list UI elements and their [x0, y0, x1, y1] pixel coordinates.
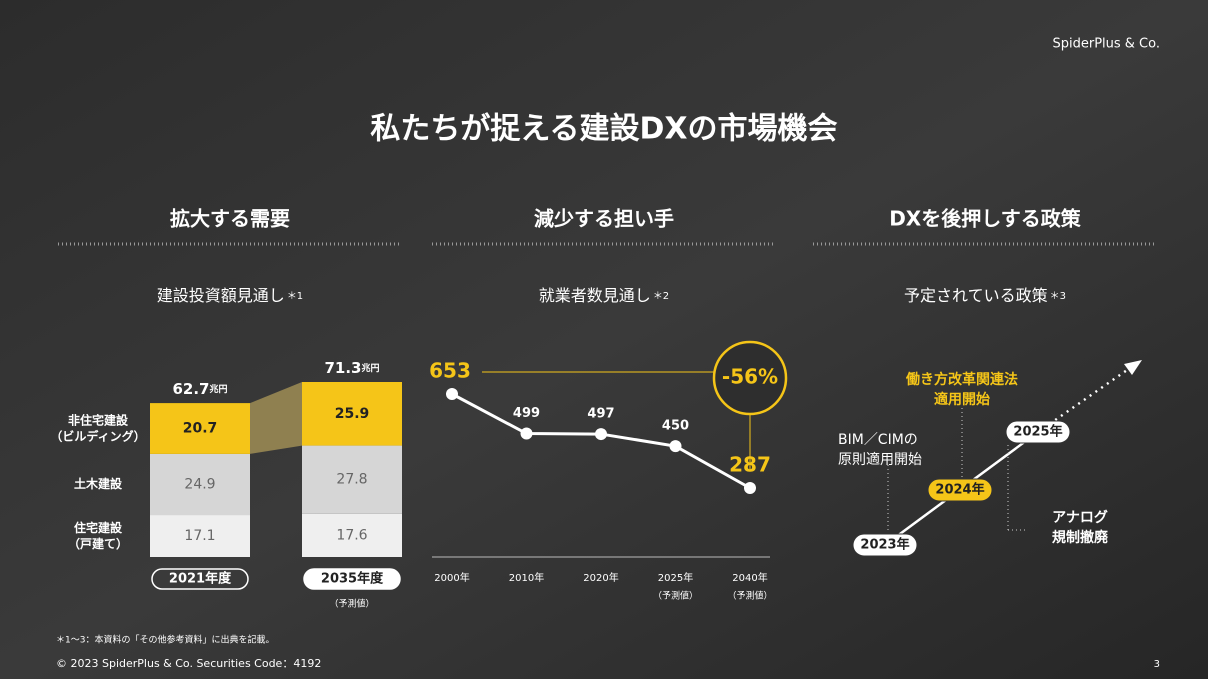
- point: [520, 427, 533, 440]
- subtitle-text: 建設投資額見通し: [157, 286, 285, 305]
- note-mark: ＊2: [653, 291, 669, 302]
- node-label: 2023年: [860, 537, 909, 553]
- node-text: 原則適用開始: [838, 451, 922, 468]
- category-note: （予測値）: [653, 590, 698, 602]
- legend-line: （ビルディング）: [50, 428, 145, 443]
- section-heading: 減少する担い手: [534, 207, 674, 231]
- bar-value: 24.9: [184, 476, 215, 492]
- title: 私たちが捉える建設DXの市場機会: [370, 112, 837, 147]
- bar-value: 17.1: [184, 528, 215, 544]
- total-value: 62.7: [172, 380, 209, 398]
- point: [595, 428, 607, 441]
- bar-segment: [302, 382, 402, 446]
- node-text: 働き方改革関連法: [905, 371, 1018, 388]
- bar-value: 17.6: [336, 527, 367, 543]
- section-heading: 拡大する需要: [170, 207, 290, 231]
- node-label: 2024年: [935, 482, 984, 498]
- subtitle-text: 就業者数見通し: [539, 286, 651, 305]
- bar-value: 27.8: [336, 472, 367, 488]
- x-tick-label: 2025年: [658, 571, 693, 584]
- node-text: アナログ: [1052, 509, 1108, 526]
- section-subtitle: 建設投資額見通し ＊1: [157, 286, 303, 305]
- node-pill: [927, 478, 993, 502]
- legend-line: 住宅建設: [74, 520, 123, 535]
- page-number: 3: [1154, 659, 1160, 670]
- connector: [250, 382, 302, 454]
- section-subtitle: 就業者数見通し ＊2: [539, 286, 669, 305]
- note-mark: ＊3: [1050, 291, 1066, 302]
- total-unit: 兆円: [210, 383, 228, 395]
- data-label: 450: [662, 419, 689, 434]
- annotation: -56%: [722, 365, 778, 389]
- annotation-circle: [712, 340, 788, 416]
- total-label: 71.3兆円: [324, 359, 379, 377]
- footnote: ＊1～3：本資料の「その他参考資料」に出典を記載。: [56, 634, 274, 646]
- category-note: （予測値）: [727, 590, 772, 602]
- category-box: [151, 568, 249, 590]
- data-label: 497: [587, 407, 614, 422]
- x-tick-label: 2035年度: [321, 571, 384, 587]
- bar-segment: [150, 453, 250, 516]
- data-label: 287: [729, 453, 771, 477]
- legend-label: 住宅建設（戸建て）: [68, 520, 128, 551]
- point: [446, 388, 458, 400]
- point: [744, 482, 756, 494]
- bar-segment: [302, 513, 402, 557]
- copyright: © 2023 SpiderPlus & Co. Securities Code：…: [56, 657, 321, 670]
- legend-line: （戸建て）: [68, 536, 128, 551]
- node-pill: [852, 533, 918, 557]
- category-note: （予測値）: [329, 598, 374, 610]
- node-pill: [1005, 420, 1071, 444]
- legend-label: 非住宅建設（ビルディング）: [50, 412, 145, 443]
- data-label: 653: [429, 359, 471, 383]
- note-mark: ＊1: [287, 291, 303, 302]
- total-label: 62.7兆円: [172, 380, 227, 398]
- x-tick-label: 2000年: [434, 571, 469, 584]
- bar-value: 25.9: [335, 406, 370, 422]
- node-text: BIM／CIMの: [838, 432, 918, 448]
- arrow-head: [1124, 360, 1142, 375]
- total-value: 71.3: [324, 359, 361, 377]
- data-label: 499: [513, 406, 540, 421]
- bar-segment: [150, 403, 250, 454]
- x-tick-label: 2020年: [583, 571, 618, 584]
- timeline-future: [1037, 366, 1131, 434]
- node-text: 規制撤廃: [1052, 529, 1109, 546]
- node-text: 適用開始: [934, 391, 990, 408]
- x-tick-label: 2021年度: [169, 571, 232, 587]
- bar-segment: [302, 445, 402, 514]
- x-tick-label: 2040年: [732, 571, 767, 584]
- x-tick-label: 2010年: [509, 571, 544, 584]
- section-subtitle: 予定されている政策 ＊3: [904, 286, 1066, 305]
- node-label: 2025年: [1013, 424, 1062, 440]
- subtitle-text: 予定されている政策: [904, 286, 1048, 305]
- legend-line: 非住宅建設: [68, 412, 129, 427]
- section-heading: DXを後押しする政策: [889, 207, 1082, 231]
- category-box: [303, 568, 401, 590]
- brand: SpiderPlus & Co.: [1052, 37, 1160, 52]
- total-unit: 兆円: [362, 362, 380, 374]
- bar-segment: [150, 515, 250, 557]
- legend-label: 土木建設: [74, 476, 123, 491]
- point: [669, 440, 682, 453]
- bar-value: 20.7: [183, 421, 218, 437]
